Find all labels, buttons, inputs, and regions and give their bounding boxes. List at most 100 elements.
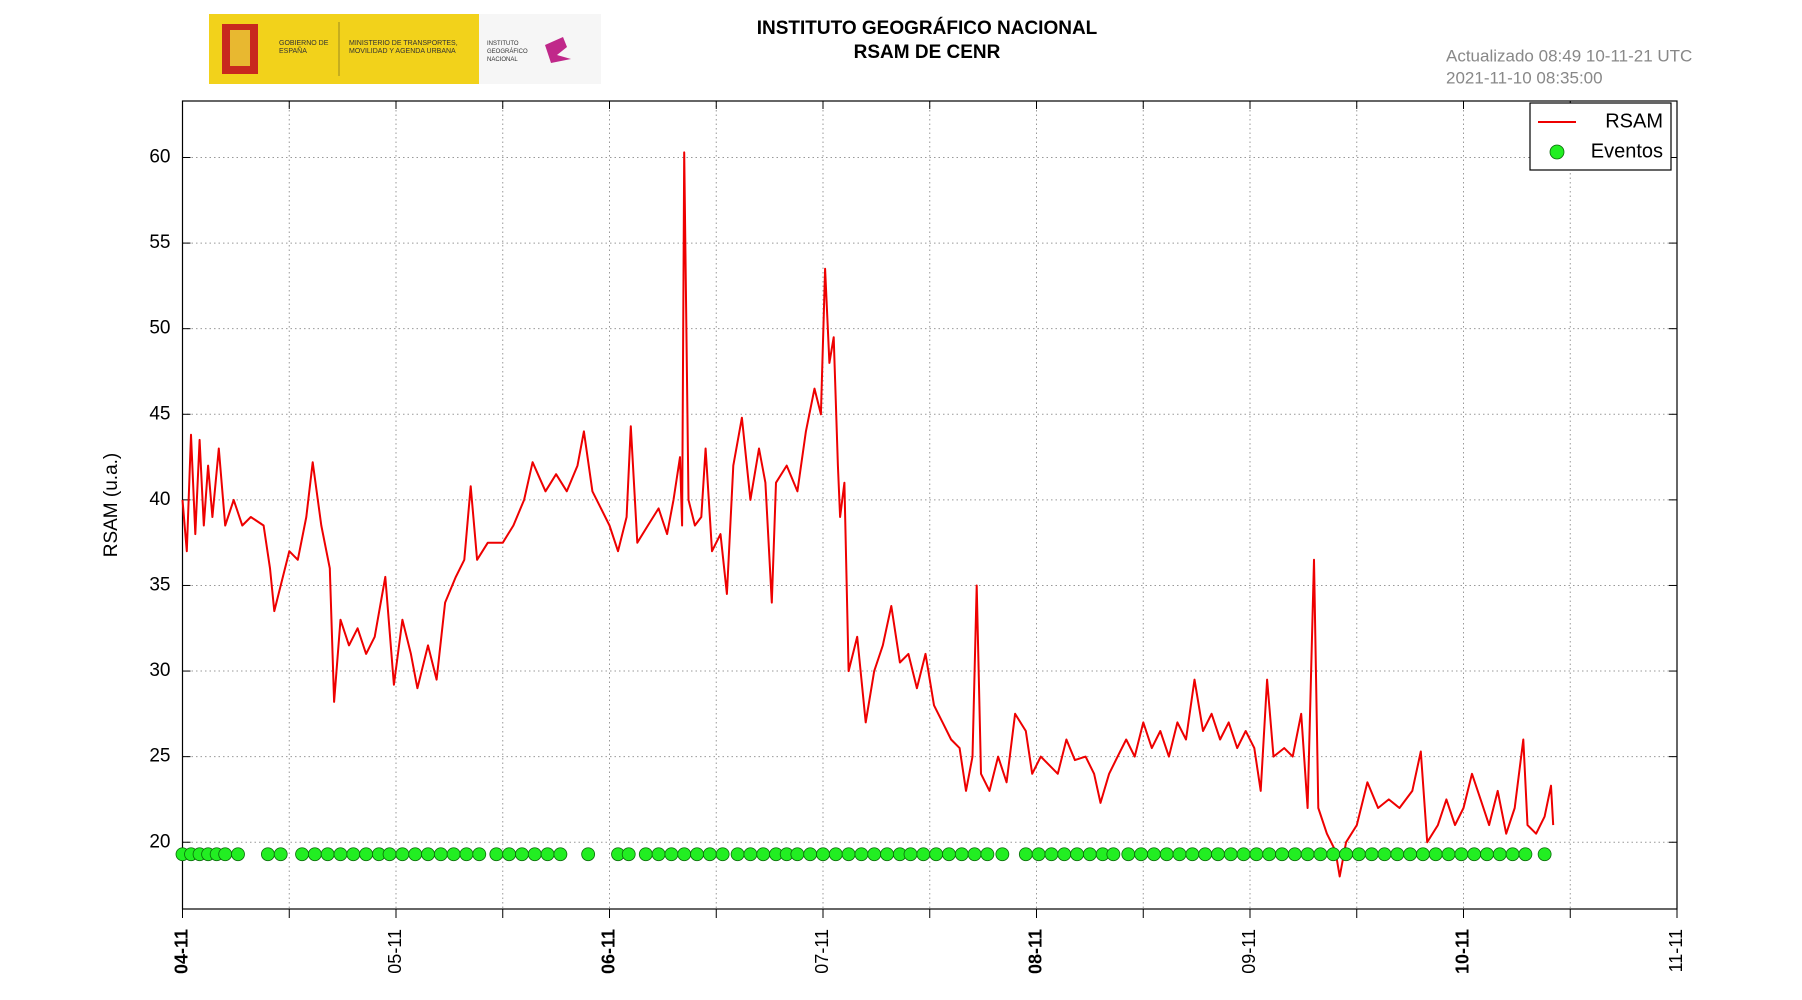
- event-marker: [1351, 847, 1366, 862]
- event-marker: [690, 847, 704, 862]
- event-marker: [1147, 847, 1161, 862]
- event-marker: [459, 847, 474, 862]
- event-marker: [1313, 847, 1328, 862]
- event-marker: [295, 847, 309, 862]
- event-marker: [803, 847, 818, 862]
- event-marker: [489, 847, 504, 862]
- event-marker: [638, 847, 653, 862]
- event-marker: [260, 847, 275, 862]
- event-marker: [880, 847, 894, 862]
- event-marker: [1403, 847, 1418, 862]
- event-marker: [942, 847, 956, 862]
- event-marker: [702, 847, 717, 862]
- event-marker: [743, 847, 758, 862]
- event-marker: [664, 847, 679, 862]
- event-marker: [502, 847, 517, 862]
- event-marker: [816, 847, 830, 862]
- event-marker: [980, 847, 995, 862]
- logo-institute: INSTITUTO GEOGRÁFICO NACIONAL: [487, 41, 528, 63]
- event-marker: [433, 847, 448, 862]
- event-marker: [867, 847, 882, 862]
- event-marker: [1031, 847, 1046, 862]
- event-marker: [903, 847, 918, 862]
- event-marker: [1211, 847, 1225, 862]
- y-tick-label: 25: [149, 746, 170, 767]
- event-marker: [841, 847, 856, 862]
- event-marker: [1441, 847, 1456, 862]
- event-marker: [1172, 847, 1187, 862]
- event-marker: [621, 847, 636, 862]
- update-note: Actualizado 08:49 10-11-21 UTC: [1446, 46, 1692, 65]
- event-marker: [929, 847, 944, 862]
- x-tick-label: 05-11: [385, 929, 405, 974]
- x-tick-label: 08-11: [1025, 929, 1045, 974]
- event-marker: [1287, 847, 1302, 862]
- legend-label: Eventos: [1591, 140, 1663, 162]
- chart-title: INSTITUTO GEOGRÁFICO NACIONAL: [757, 17, 1098, 39]
- x-tick-label: 09-11: [1239, 929, 1259, 974]
- event-marker: [1249, 847, 1264, 862]
- event-marker: [553, 847, 568, 862]
- logo-ministry: MINISTERIO DE TRANSPORTES, MOVILIDAD Y A…: [349, 40, 458, 55]
- event-marker: [333, 847, 348, 862]
- event-marker: [1326, 847, 1341, 862]
- event-marker: [1454, 847, 1469, 862]
- x-tick-label: 10-11: [1452, 929, 1472, 974]
- event-marker: [1377, 847, 1392, 862]
- event-marker: [527, 847, 542, 862]
- coat-of-arms-inner: [230, 30, 250, 66]
- event-marker: [828, 847, 843, 862]
- timestamp-note: 2021-11-10 08:35:00: [1446, 68, 1603, 87]
- y-tick-label: 35: [149, 574, 170, 595]
- event-marker: [916, 847, 931, 862]
- event-marker: [1185, 847, 1200, 862]
- event-marker: [581, 847, 596, 862]
- y-tick-label: 55: [149, 232, 170, 253]
- event-marker: [1300, 847, 1315, 862]
- event-marker: [231, 847, 245, 862]
- event-marker: [790, 847, 805, 862]
- event-marker: [395, 847, 410, 862]
- event-marker: [540, 847, 555, 862]
- y-tick-label: 45: [149, 403, 170, 424]
- event-marker: [359, 847, 374, 862]
- event-marker: [515, 847, 529, 862]
- event-marker: [995, 847, 1010, 862]
- event-marker: [421, 847, 435, 862]
- event-marker: [1505, 847, 1520, 862]
- event-marker: [472, 847, 487, 862]
- event-marker: [446, 847, 461, 862]
- event-marker: [651, 847, 666, 862]
- event-marker: [1082, 847, 1097, 862]
- rsam-line: [181, 151, 1555, 878]
- ign-logo: [545, 37, 571, 63]
- event-marker: [967, 847, 982, 862]
- plot-frame: [181, 100, 1678, 910]
- event-marker: [382, 847, 397, 862]
- event-marker: [1121, 847, 1136, 862]
- legend-label: RSAM: [1605, 110, 1663, 132]
- legend-box: [1529, 102, 1672, 171]
- event-marker: [1159, 847, 1174, 862]
- event-marker: [408, 847, 423, 862]
- legend-marker: [1549, 144, 1565, 160]
- event-marker: [1223, 847, 1238, 862]
- event-marker: [1044, 847, 1059, 862]
- event-marker: [346, 847, 361, 862]
- event-marker: [1198, 847, 1213, 862]
- x-tick-label: 11-11: [1666, 929, 1686, 972]
- event-marker: [1339, 847, 1353, 862]
- event-marker: [218, 847, 233, 862]
- chart-subtitle: RSAM DE CENR: [854, 42, 1001, 63]
- logo-government: GOBIERNO DE ESPAÑA: [279, 40, 329, 55]
- event-marker: [1518, 847, 1533, 862]
- x-tick-label: 04-11: [171, 929, 191, 974]
- event-marker: [756, 847, 771, 862]
- event-marker: [1106, 847, 1121, 862]
- event-marker: [677, 847, 692, 862]
- event-marker: [1428, 847, 1443, 862]
- event-marker: [1364, 847, 1379, 862]
- event-marker: [1236, 847, 1251, 862]
